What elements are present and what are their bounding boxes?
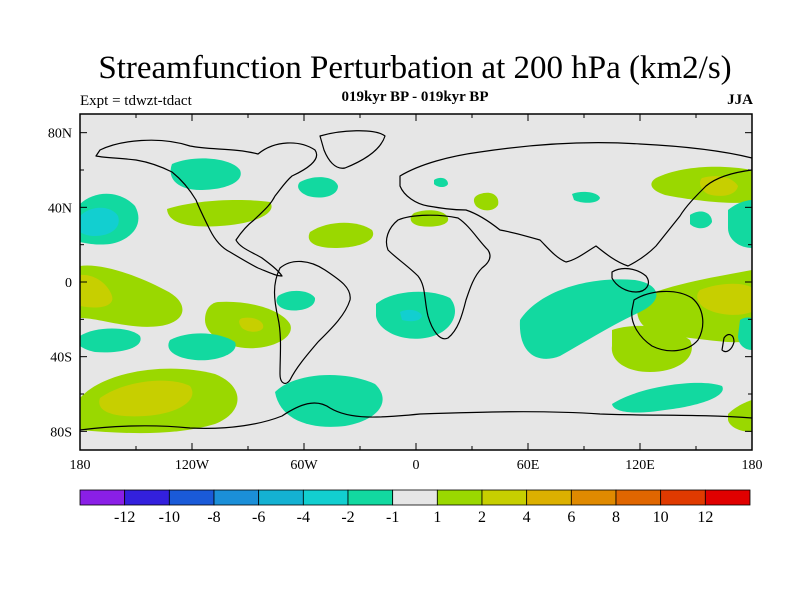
contour-positive-16 — [728, 400, 752, 432]
contour-negative-8 — [728, 200, 752, 248]
colorbar-swatch — [213, 489, 260, 506]
colorbar-swatch — [570, 489, 617, 506]
x-tick-label: 60W — [290, 458, 318, 473]
colorbar-label: -12 — [114, 509, 135, 526]
y-tick-label: 40N — [48, 201, 72, 216]
colorbar-swatch — [79, 489, 126, 506]
colorbar-swatch — [258, 489, 304, 506]
coastline-antarctica — [80, 402, 752, 431]
colorbar-swatch — [168, 489, 215, 506]
colorbar-swatch — [436, 489, 483, 506]
map-subtitle-season: JJA — [727, 92, 753, 108]
colorbar-label: 12 — [697, 509, 713, 526]
map-subtitle-period: 019kyr BP - 019kyr BP — [341, 89, 489, 105]
colorbar-label: -4 — [297, 509, 310, 526]
contour-negative-15 — [738, 317, 752, 350]
contour-negative-6 — [572, 191, 600, 203]
coastline-north-america — [95, 139, 318, 277]
colorbar-label: -6 — [252, 509, 265, 526]
y-tick-label: 80S — [50, 425, 72, 440]
colorbar-swatch — [392, 489, 438, 506]
colorbar-label: -10 — [159, 509, 180, 526]
contour-negative-9 — [80, 328, 141, 353]
contour-positive-5 — [167, 200, 272, 227]
colorbar-swatch — [526, 489, 572, 506]
contour-positive-4 — [239, 317, 264, 332]
x-tick-label: 120W — [175, 458, 210, 473]
contour-negative-3 — [170, 158, 241, 190]
coastline-maritime-asia — [611, 267, 649, 293]
x-tick-label: 180 — [70, 458, 91, 473]
coastline-eurasia — [399, 142, 752, 267]
x-tick-label: 60E — [517, 458, 540, 473]
contour-positive-10 — [700, 176, 738, 196]
colorbar-swatch — [481, 489, 528, 506]
coastline-new-zealand — [721, 333, 735, 353]
contour-positive-2 — [80, 274, 113, 308]
contour-negative-2 — [80, 207, 119, 236]
coastline-south-america — [273, 260, 351, 384]
x-tick-label: 0 — [413, 458, 420, 473]
colorbar: -12 -10 -8 -6 -4 -2 -1 1 2 4 6 8 10 12 — [79, 489, 751, 526]
contour-negative-13 — [400, 309, 422, 322]
colorbar-label: -8 — [207, 509, 220, 526]
x-tick-label: 180 — [742, 458, 763, 473]
map-subtitle-experiment: Expt = tdwzt-tdact — [80, 93, 192, 109]
coastline-australia — [631, 290, 704, 352]
colorbar-label: 4 — [523, 509, 531, 526]
colorbar-swatch — [660, 489, 706, 506]
contour-positive-1 — [80, 265, 183, 327]
colorbar-swatch — [302, 489, 349, 506]
contour-negative-17 — [612, 382, 723, 413]
colorbar-label: 2 — [478, 509, 486, 526]
y-axis: 80N 40N 0 40S 80S — [48, 127, 752, 440]
contour-positive-12 — [697, 283, 752, 315]
contour-negative-10 — [168, 333, 236, 361]
coastlines — [80, 130, 752, 431]
colorbar-swatch — [347, 489, 394, 506]
contour-positive-15 — [99, 380, 193, 417]
x-tick-label: 120E — [625, 458, 655, 473]
contour-negative-14 — [519, 279, 657, 359]
contour-negative-4 — [298, 177, 338, 198]
contour-negative-5 — [434, 177, 448, 187]
colorbar-swatch — [124, 489, 170, 506]
contour-negative-11 — [276, 290, 316, 311]
x-axis: 180 120W 60W 0 60E 120E 180 — [70, 114, 763, 473]
contour-positive-6 — [308, 222, 374, 248]
colorbar-label: -1 — [386, 509, 399, 526]
colorbar-label: 6 — [567, 509, 575, 526]
y-tick-label: 0 — [65, 276, 72, 291]
colorbar-label: 1 — [433, 509, 441, 526]
colorbar-swatch — [615, 489, 662, 506]
map-title: Streamfunction Perturbation at 200 hPa (… — [98, 50, 732, 86]
colorbar-swatch — [704, 489, 751, 506]
contour-positive-13 — [611, 325, 692, 372]
contour-positive-8 — [410, 210, 449, 227]
y-tick-label: 40S — [50, 351, 72, 366]
coastline-africa — [385, 214, 491, 340]
colorbar-label: 10 — [653, 509, 669, 526]
coastline-greenland — [319, 130, 386, 169]
colorbar-label: -2 — [341, 509, 354, 526]
colorbar-label: 8 — [612, 509, 620, 526]
y-tick-label: 80N — [48, 127, 72, 142]
contour-negative-7 — [690, 211, 712, 229]
contour-negative-16 — [275, 374, 383, 427]
contour-positive-7 — [473, 192, 499, 211]
